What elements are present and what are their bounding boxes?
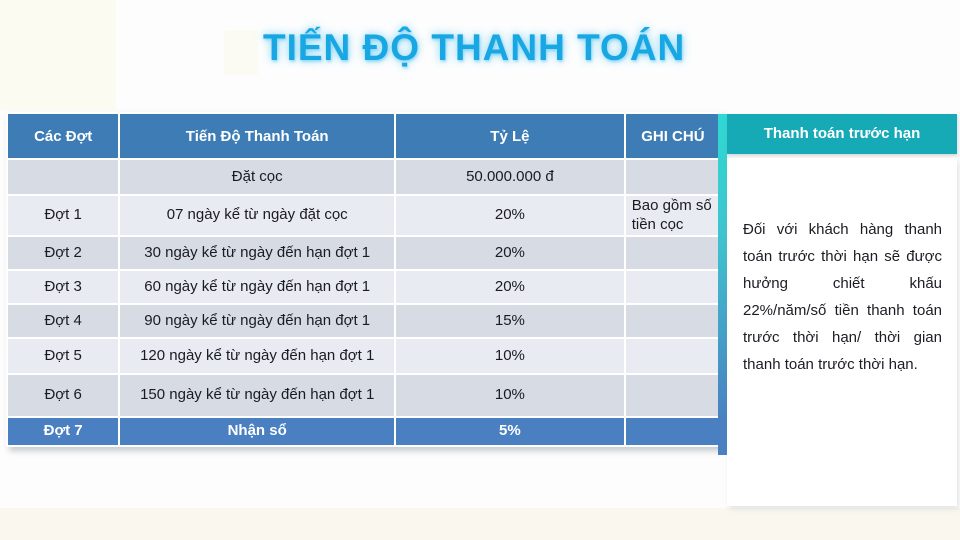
cell-note	[625, 160, 720, 194]
cell-rate: 20%	[396, 196, 624, 235]
column-header: Tiến Độ Thanh Toán	[120, 114, 395, 158]
cell-note: Bao gồm số tiền cọc	[625, 196, 720, 235]
column-header: Tỷ Lệ	[396, 114, 624, 158]
cell-schedule: 07 ngày kể từ ngày đặt cọc	[120, 196, 395, 235]
cell-rate: 5%	[396, 418, 624, 445]
cell-note	[625, 339, 720, 373]
cell-stage: Đợt 5	[8, 339, 119, 373]
cell-schedule: 150 ngày kể từ ngày đến hạn đợt 1	[120, 375, 395, 416]
corner-decoration	[0, 0, 116, 110]
accent-gradient-bar	[718, 114, 727, 455]
cell-schedule: 30 ngày kể từ ngày đến hạn đợt 1	[120, 237, 395, 269]
side-panel-header: Thanh toán trước hạn	[727, 114, 957, 154]
table-header-row: Các Đợt Tiến Độ Thanh Toán Tỷ Lệ GHI CHÚ	[8, 114, 720, 158]
page-title: TIẾN ĐỘ THANH TOÁN	[263, 27, 686, 68]
cell-note	[625, 305, 720, 337]
bottom-band-decoration	[0, 508, 960, 540]
column-header: Các Đợt	[8, 114, 119, 158]
side-panel-text: Đối với khách hàng thanh toán trước thời…	[743, 221, 942, 373]
cell-schedule: Đặt cọc	[120, 160, 395, 194]
cell-rate: 10%	[396, 375, 624, 416]
cell-note	[625, 271, 720, 303]
cell-rate: 15%	[396, 305, 624, 337]
title-bullet-square	[224, 30, 258, 75]
cell-note	[625, 375, 720, 416]
cell-schedule: 60 ngày kể từ ngày đến hạn đợt 1	[120, 271, 395, 303]
cell-stage: Đợt 7	[8, 418, 119, 445]
cell-rate: 20%	[396, 237, 624, 269]
table-row: Đợt 5 120 ngày kể từ ngày đến hạn đợt 1 10…	[8, 339, 720, 373]
table-row: Đợt 2 30 ngày kể từ ngày đến hạn đợt 1 20%	[8, 237, 720, 269]
table-row: Đặt cọc 50.000.000 đ	[8, 160, 720, 194]
table-row: Đợt 1 07 ngày kể từ ngày đặt cọc 20% Bao gồ…	[8, 196, 720, 235]
table-row: Đợt 4 90 ngày kể từ ngày đến hạn đợt 1 15%	[8, 305, 720, 337]
table-row: Đợt 7 Nhận sổ 5%	[8, 418, 720, 445]
column-header: GHI CHÚ	[625, 114, 720, 158]
cell-stage: Đợt 2	[8, 237, 119, 269]
cell-stage	[8, 160, 119, 194]
cell-stage: Đợt 6	[8, 375, 119, 416]
cell-rate: 10%	[396, 339, 624, 373]
cell-note	[625, 418, 720, 445]
cell-schedule: Nhận sổ	[120, 418, 395, 445]
table-row: Đợt 6 150 ngày kể từ ngày đến hạn đợt 1 10…	[8, 375, 720, 416]
cell-rate: 20%	[396, 271, 624, 303]
cell-rate: 50.000.000 đ	[396, 160, 624, 194]
cell-note	[625, 237, 720, 269]
cell-schedule: 120 ngày kể từ ngày đến hạn đợt 1	[120, 339, 395, 373]
cell-stage: Đợt 3	[8, 271, 119, 303]
side-panel: Đối với khách hàng thanh toán trước thời…	[727, 158, 957, 506]
cell-schedule: 90 ngày kể từ ngày đến hạn đợt 1	[120, 305, 395, 337]
cell-stage: Đợt 1	[8, 196, 119, 235]
table-row: Đợt 3 60 ngày kể từ ngày đến hạn đợt 1 20%	[8, 271, 720, 303]
cell-stage: Đợt 4	[8, 305, 119, 337]
payment-schedule-table: Các Đợt Tiến Độ Thanh Toán Tỷ Lệ GHI CHÚ Đặ…	[6, 112, 722, 447]
